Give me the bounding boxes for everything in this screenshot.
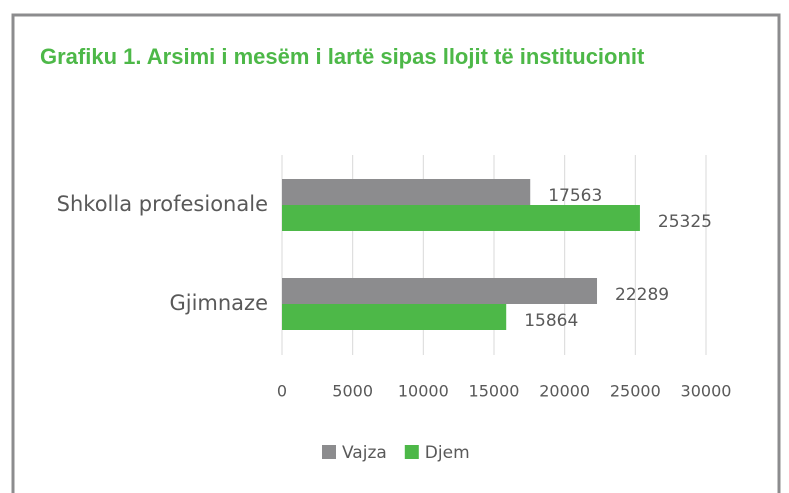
frame: [11, 13, 781, 493]
legend-label: Vajza: [342, 443, 387, 463]
legend-swatch: [404, 445, 419, 459]
y-tick-label: Gjimnaze: [169, 291, 268, 315]
x-tick-label: 20000: [539, 382, 590, 401]
data-label: 25325: [658, 212, 712, 232]
data-label: 17563: [548, 186, 602, 206]
bar: [282, 205, 640, 231]
x-tick-label: 0: [277, 382, 287, 401]
x-tick-label: 25000: [610, 382, 661, 401]
x-tick-label: 10000: [398, 382, 449, 401]
y-tick-label: Shkolla profesionale: [57, 192, 268, 216]
legend-swatch: [322, 445, 336, 459]
x-tick-label: 5000: [332, 382, 373, 401]
data-label: 22289: [615, 285, 669, 305]
bar: [282, 304, 507, 330]
x-tick-label: 30000: [681, 382, 732, 401]
x-tick-label: 15000: [469, 382, 520, 401]
chart-title: Grafiku 1. Arsimi i mesëm i lartë sipas …: [40, 44, 645, 69]
bar: [282, 278, 598, 304]
data-label: 15864: [524, 311, 578, 331]
legend-label: Djem: [425, 443, 470, 463]
bar: [282, 179, 531, 205]
